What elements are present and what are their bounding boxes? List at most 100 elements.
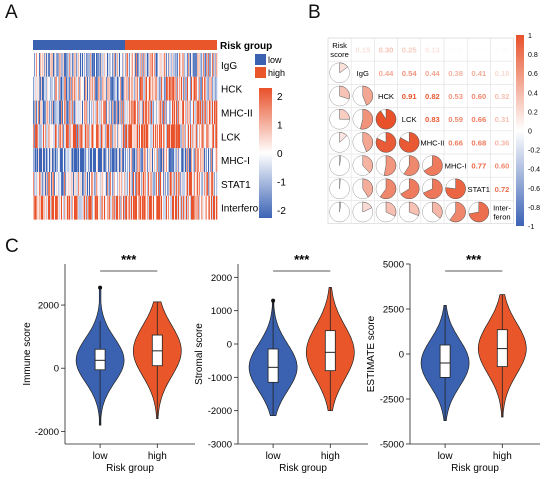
heatmap-cell <box>162 100 164 125</box>
heatmap-cell <box>194 76 196 101</box>
heatmap-cell <box>125 148 127 172</box>
heatmap-cell <box>104 148 106 172</box>
heatmap-cell <box>62 148 64 172</box>
heatmap-cell <box>56 100 58 125</box>
heatmap-cell <box>72 76 74 101</box>
heatmap-cell <box>76 76 78 101</box>
heatmap-cell <box>57 76 59 101</box>
heatmap-cell <box>81 195 83 220</box>
heatmap-cell <box>192 124 194 149</box>
heatmap-cell <box>72 100 74 125</box>
heatmap-cell <box>202 100 204 125</box>
heatmap-cell <box>129 124 131 149</box>
heatmap-cell <box>207 124 209 149</box>
colorscale-tick: -2 <box>277 206 286 217</box>
heatmap-cell <box>61 172 63 196</box>
heatmap-cell <box>124 53 126 77</box>
heatmap-cell <box>39 100 41 125</box>
heatmap-cell <box>152 76 154 101</box>
heatmap-cell <box>129 53 131 77</box>
heatmap-cell <box>144 195 146 220</box>
heatmap-cell <box>92 124 94 149</box>
heatmap-cell <box>193 100 195 125</box>
heatmap-cell <box>156 76 158 101</box>
heatmap-cell <box>76 195 78 220</box>
heatmap-cell <box>135 53 137 77</box>
heatmap-cell <box>33 148 35 172</box>
heatmap-cell <box>71 172 73 196</box>
heatmap-cell <box>66 124 68 149</box>
heatmap-cell <box>54 172 56 196</box>
heatmap-cell <box>80 148 82 172</box>
heatmap-cell <box>184 195 186 220</box>
heatmap-cell <box>142 76 144 101</box>
heatmap-cell <box>171 53 173 77</box>
heatmap-cell <box>77 100 79 125</box>
heatmap-cell <box>72 53 74 77</box>
heatmap-cell <box>185 148 187 172</box>
heatmap-cell <box>194 53 196 77</box>
heatmap-cell <box>111 76 113 101</box>
heatmap-cell <box>210 148 212 172</box>
heatmap-cell <box>117 100 119 125</box>
heatmap-cell <box>35 148 37 172</box>
heatmap-cell <box>212 53 214 77</box>
heatmap-cell <box>122 124 124 149</box>
significance-label: *** <box>294 252 310 267</box>
heatmap-cell <box>142 124 144 149</box>
heatmap-cell <box>209 124 211 149</box>
heatmap-cell <box>43 100 45 125</box>
heatmap-cell <box>216 124 218 149</box>
heatmap-cell <box>121 172 123 196</box>
heatmap-cell <box>170 76 172 101</box>
corr-value-label: 0.13 <box>425 46 440 55</box>
heatmap-cell <box>199 53 201 77</box>
heatmap-cell <box>133 53 135 77</box>
heatmap-cell <box>188 124 190 149</box>
heatmap-cell <box>33 100 35 125</box>
heatmap-cell <box>123 172 125 196</box>
heatmap-cell <box>42 148 44 172</box>
heatmap-cell <box>153 76 155 101</box>
heatmap-cell <box>70 148 72 172</box>
heatmap-cell <box>56 76 58 101</box>
heatmap-cell <box>74 124 76 149</box>
heatmap-cell <box>170 172 172 196</box>
heatmap-cell <box>92 100 94 125</box>
heatmap-row <box>33 124 218 149</box>
heatmap-cell <box>208 76 210 101</box>
heatmap-cell <box>150 53 152 77</box>
heatmap-cell <box>40 76 42 101</box>
heatmap-cell <box>61 53 63 77</box>
box-iqr <box>324 330 336 372</box>
heatmap-cell <box>200 148 202 172</box>
heatmap-cell <box>202 195 204 220</box>
corr-pie-slice <box>408 201 420 216</box>
heatmap-cell <box>141 124 143 149</box>
heatmap-cell <box>66 148 68 172</box>
heatmap-cell <box>80 124 82 149</box>
heatmap-cell <box>94 195 96 220</box>
heatmap-cell <box>119 53 121 77</box>
heatmap-cell <box>99 172 101 196</box>
heatmap-cell <box>150 172 152 196</box>
heatmap-cell <box>130 100 132 125</box>
heatmap-cell <box>51 100 53 125</box>
heatmap-cell <box>101 195 103 220</box>
heatmap-cell <box>89 172 91 196</box>
corr-pie-slice <box>339 155 342 166</box>
heatmap-cell <box>138 124 140 149</box>
heatmap-cell <box>118 148 120 172</box>
heatmap-cell <box>109 148 111 172</box>
heatmap-cell <box>177 195 179 220</box>
heatmap-cell <box>102 76 104 101</box>
heatmap-cell <box>99 195 101 220</box>
heatmap-cell <box>152 172 154 196</box>
heatmap-cell <box>135 124 137 149</box>
heatmap-cell <box>98 195 100 220</box>
heatmap-cell <box>208 100 210 125</box>
heatmap-cell <box>200 124 202 149</box>
heatmap-cell <box>36 100 38 125</box>
y-tick-label: 2500 <box>383 305 404 316</box>
heatmap-cell <box>83 148 85 172</box>
